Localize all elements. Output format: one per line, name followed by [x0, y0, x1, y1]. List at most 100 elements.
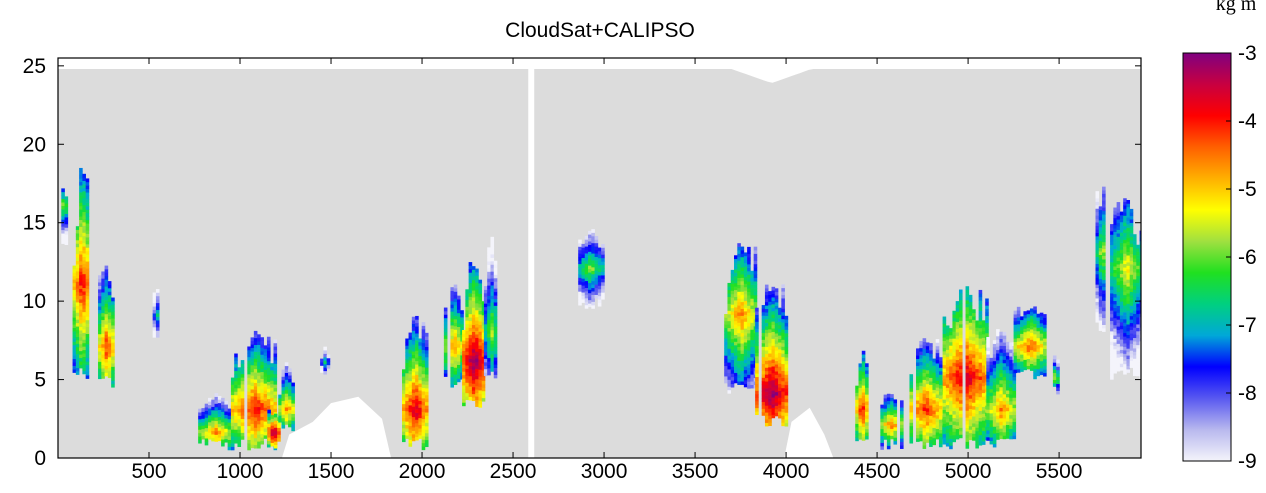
cloud-cell	[424, 429, 429, 434]
cloud-cell	[421, 404, 426, 409]
cloud-cell	[247, 415, 251, 420]
cloud-cell	[996, 422, 1000, 427]
cloud-region-21	[1013, 306, 1047, 380]
cloud-cell	[778, 318, 782, 322]
cloud-cell	[755, 373, 759, 378]
cloud-cell	[421, 353, 426, 357]
cloud-cell	[1113, 324, 1117, 329]
cloud-cell	[405, 424, 409, 429]
cloud-cell	[958, 375, 963, 380]
cloud-cell	[487, 344, 491, 348]
cloud-cell	[82, 256, 86, 261]
cloud-cell	[938, 384, 943, 389]
cloud-cell	[468, 300, 473, 304]
cloud-cell	[949, 435, 953, 439]
cloud-cell	[1123, 225, 1127, 230]
cloud-cell	[418, 376, 422, 381]
cloud-cell	[978, 365, 983, 370]
cloud-cell	[929, 377, 933, 382]
cloud-cell	[253, 344, 258, 349]
cloud-cell	[919, 340, 923, 345]
cloud-cell	[978, 424, 983, 429]
cloud-cell	[952, 424, 957, 429]
cloud-cell	[250, 437, 255, 442]
cloud-cell	[949, 341, 953, 346]
cloud-cell	[270, 376, 274, 381]
cloud-cell	[1110, 351, 1114, 356]
cloud-cell	[578, 253, 582, 258]
cloud-cell	[234, 439, 238, 444]
cloud-cell	[273, 373, 278, 378]
cloud-cell	[724, 376, 728, 380]
cloud-cell	[1129, 229, 1134, 234]
cloud-cell	[411, 327, 416, 331]
cloud-cell	[747, 350, 751, 355]
cloud-cell	[755, 328, 759, 333]
cloud-cell	[104, 344, 109, 349]
cloud-cell	[1126, 365, 1131, 370]
cloud-cell	[85, 278, 90, 283]
cloud-cell	[85, 285, 90, 290]
cloud-cell	[965, 344, 970, 349]
cloud-cell	[743, 273, 748, 277]
cloud-cell	[925, 425, 930, 430]
cloud-cell	[1126, 320, 1131, 325]
cloud-cell	[938, 433, 943, 437]
cloud-cell	[1119, 211, 1124, 216]
cloud-cell	[952, 407, 957, 412]
cloud-cell	[968, 325, 973, 330]
cloud-cell	[107, 374, 112, 379]
cloud-cell	[584, 249, 589, 254]
cloud-cell	[1009, 390, 1013, 395]
cloud-cell	[986, 437, 990, 441]
cloud-cell	[75, 271, 80, 275]
cloud-cell	[771, 386, 776, 391]
cloud-cell	[968, 367, 973, 372]
cloud-cell	[471, 369, 476, 374]
cloud-cell	[981, 385, 986, 390]
cloud-cell	[986, 347, 990, 352]
cloud-cell	[955, 404, 960, 409]
cloud-cell	[734, 269, 738, 273]
cloud-cell	[217, 423, 222, 428]
cloud-cell	[965, 341, 970, 346]
cloud-cell	[986, 368, 990, 372]
cloud-cell	[978, 293, 983, 298]
cloud-cell	[1110, 313, 1114, 318]
cloud-cell	[1116, 309, 1121, 313]
cloud-cell	[900, 427, 904, 432]
cloud-cell	[996, 408, 1000, 413]
cloud-cell	[288, 416, 292, 421]
cloud-cell	[1005, 431, 1010, 436]
cloud-cell	[727, 369, 732, 373]
cloud-cell	[743, 366, 748, 371]
cloud-cell	[724, 372, 728, 377]
cloud-cell	[747, 384, 751, 389]
cloud-cell	[737, 253, 741, 258]
cloud-cell	[737, 336, 741, 341]
cloud-cell	[972, 416, 976, 420]
cloud-cell	[288, 378, 292, 383]
cloud-cell	[985, 322, 989, 327]
cloud-cell	[909, 394, 914, 399]
cloud-cell	[284, 379, 289, 384]
cloud-cell	[460, 351, 464, 356]
cloud-cell	[597, 251, 602, 255]
cloud-cell	[935, 352, 940, 357]
cloud-cell	[211, 399, 215, 404]
cloud-cell	[999, 411, 1003, 415]
cloud-cell	[743, 304, 748, 308]
cloud-cell	[240, 398, 245, 402]
cloud-cell	[79, 178, 83, 183]
cloud-cell	[768, 301, 772, 306]
cloud-cell	[75, 274, 80, 279]
cloud-cell	[761, 408, 766, 413]
cloud-cell	[922, 379, 927, 384]
cloud-cell	[942, 389, 947, 393]
cloud-cell	[240, 432, 245, 437]
cloud-cell	[1113, 255, 1117, 260]
cloud-cell	[240, 401, 245, 406]
cloud-cell	[883, 429, 888, 433]
cloud-cell	[880, 411, 884, 416]
cloud-cell	[101, 371, 105, 376]
